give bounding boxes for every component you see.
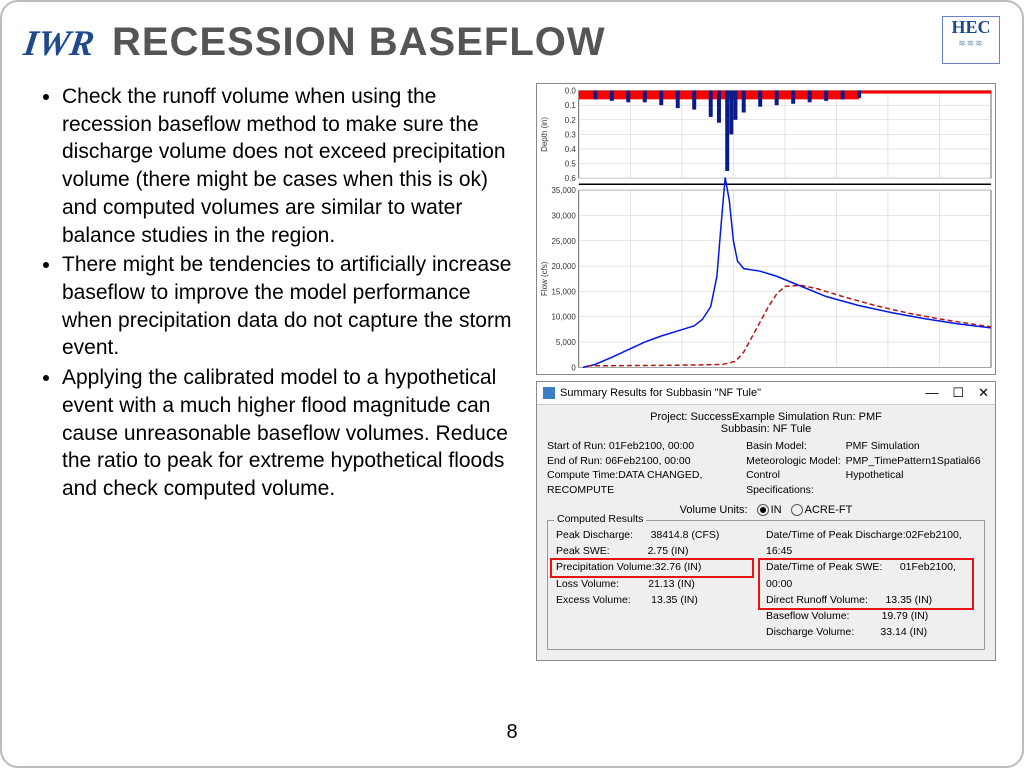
- dialog-body: Project: SuccessExample Simulation Run: …: [537, 405, 995, 660]
- bullet-3: Applying the calibrated model to a hypot…: [62, 364, 524, 503]
- svg-text:0.2: 0.2: [565, 116, 577, 125]
- computed-results-fieldset: Computed Results Peak Discharge: 38414.8…: [547, 520, 985, 650]
- svg-text:0.0: 0.0: [565, 87, 577, 96]
- svg-text:30,000: 30,000: [552, 211, 577, 220]
- bullet-1: Check the runoff volume when using the r…: [62, 83, 524, 249]
- slide-title: RECESSION BASEFLOW: [112, 20, 606, 65]
- dialog-meta: Start of Run: 01Feb2100, 00:00 End of Ru…: [547, 439, 985, 498]
- svg-text:0: 0: [571, 363, 576, 372]
- slide-header: IWR RECESSION BASEFLOW HEC ≋≋≋: [24, 20, 1000, 65]
- highlight-precip-row: [550, 558, 754, 578]
- svg-text:0.4: 0.4: [565, 145, 577, 154]
- page-number: 8: [506, 721, 517, 744]
- svg-text:0.5: 0.5: [565, 160, 577, 169]
- svg-text:5,000: 5,000: [556, 338, 576, 347]
- svg-text:20,000: 20,000: [552, 262, 577, 271]
- svg-text:10,000: 10,000: [552, 313, 577, 322]
- content-row: Check the runoff volume when using the r…: [24, 83, 1000, 661]
- slide: IWR RECESSION BASEFLOW HEC ≋≋≋ Check the…: [0, 0, 1024, 768]
- dialog-project-line: Project: SuccessExample Simulation Run: …: [547, 411, 985, 423]
- radio-in[interactable]: [757, 504, 769, 516]
- svg-text:15,000: 15,000: [552, 287, 577, 296]
- svg-text:Depth (in): Depth (in): [540, 117, 549, 152]
- summary-results-dialog: Summary Results for Subbasin "NF Tule" —…: [536, 381, 996, 661]
- dialog-titlebar: Summary Results for Subbasin "NF Tule" —…: [537, 382, 995, 405]
- figure-column: 0.0 0.1 0.2 0.3 0.4 0.5 0.6 Depth (in) 0 5,000 10,…: [536, 83, 996, 661]
- svg-text:0.6: 0.6: [565, 174, 577, 183]
- dialog-subbasin-line: Subbasin: NF Tule: [547, 423, 985, 435]
- bullet-column: Check the runoff volume when using the r…: [24, 83, 524, 661]
- svg-text:25,000: 25,000: [552, 237, 577, 246]
- iwr-logo: IWR: [21, 22, 97, 64]
- close-button[interactable]: ✕: [978, 385, 989, 401]
- radio-acreft[interactable]: [791, 504, 803, 516]
- highlight-volumes-block: [758, 558, 974, 610]
- svg-text:0.3: 0.3: [565, 130, 577, 139]
- dialog-title-text: Summary Results for Subbasin "NF Tule": [560, 387, 761, 399]
- svg-text:35,000: 35,000: [552, 186, 577, 195]
- maximize-button[interactable]: ☐: [952, 385, 964, 401]
- svg-text:0.1: 0.1: [565, 101, 577, 110]
- hydrograph-chart: 0.0 0.1 0.2 0.3 0.4 0.5 0.6 Depth (in) 0 5,000 10,…: [536, 83, 996, 375]
- minimize-button[interactable]: —: [925, 385, 938, 401]
- hec-logo: HEC ≋≋≋: [942, 16, 1000, 64]
- dialog-icon: [543, 387, 555, 399]
- bullet-2: There might be tendencies to artificiall…: [62, 251, 524, 362]
- svg-text:Flow (cfs): Flow (cfs): [540, 261, 549, 296]
